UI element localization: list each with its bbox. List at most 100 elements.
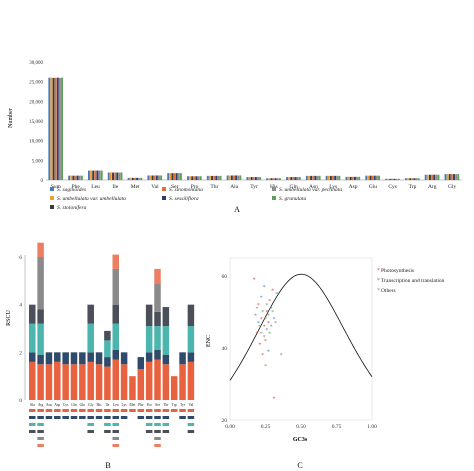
panel-b-codon-marker bbox=[54, 409, 61, 412]
panel-b-bar-segment bbox=[79, 364, 86, 400]
panel-a-x-tick: Gln bbox=[289, 184, 298, 190]
panel-c-point: * bbox=[265, 310, 268, 316]
panel-b-codon-marker bbox=[137, 416, 145, 419]
panel-b-codon-marker bbox=[187, 430, 195, 433]
panel-b-bar-segment bbox=[29, 352, 36, 362]
panel-a-bar bbox=[136, 177, 139, 180]
panel-b-x-tick: Trp bbox=[172, 403, 177, 407]
panel-a-label: A bbox=[234, 205, 240, 214]
panel-c-x-tick: 0.50 bbox=[296, 424, 306, 430]
panel-b-codon-marker bbox=[104, 423, 111, 426]
panel-a-bar bbox=[98, 170, 101, 180]
panel-a-bar bbox=[336, 175, 339, 180]
panel-b-bar-segment bbox=[154, 359, 161, 400]
panel-b-bar-segment bbox=[112, 359, 120, 400]
panel-a-x-tick: Ile bbox=[112, 184, 118, 190]
panel-b-y-tick: 2 bbox=[19, 350, 22, 356]
panel-c-x-tick: 0.00 bbox=[225, 424, 235, 430]
panel-a-bar bbox=[417, 178, 420, 180]
panel-a-x-tick: Ala bbox=[230, 184, 239, 190]
panel-a-x-tick: Asp bbox=[349, 184, 358, 190]
panel-b-label: B bbox=[105, 461, 110, 470]
panel-a-bar bbox=[257, 177, 259, 180]
panel-b-bar-segment bbox=[145, 326, 153, 353]
panel-a-bar bbox=[272, 178, 275, 180]
panel-b-codon-marker bbox=[95, 416, 103, 419]
panel-a-bar bbox=[197, 176, 200, 180]
panel-a-bar bbox=[250, 177, 253, 180]
panel-a-x-tick: Phe bbox=[72, 184, 81, 190]
panel-b-codon-marker bbox=[145, 409, 153, 412]
panel-b-x-tick: Gly bbox=[88, 403, 94, 407]
panel-a-legend-swatch bbox=[162, 187, 166, 191]
panel-b-bar-segment bbox=[37, 257, 44, 310]
panel-a-bar bbox=[129, 177, 132, 180]
panel-b-x-tick: Pro bbox=[147, 403, 152, 407]
panel-c-legend-marker: * bbox=[377, 288, 380, 294]
panel-c-xlabel: GC3s bbox=[293, 437, 308, 443]
panel-a-bar bbox=[424, 174, 427, 180]
panel-b-bar-segment bbox=[187, 361, 195, 400]
panel-a-bar bbox=[217, 175, 220, 180]
panel-b-bar-segment bbox=[145, 361, 153, 400]
panel-a-bar bbox=[290, 177, 293, 180]
panel-c-point: * bbox=[273, 317, 276, 323]
panel-a-bar bbox=[455, 174, 458, 180]
panel-b-codon-marker bbox=[112, 409, 120, 412]
panel-a-bar bbox=[114, 172, 117, 180]
panel-a-bar bbox=[233, 175, 235, 180]
panel-a-bar bbox=[78, 175, 81, 180]
panel-c-legend-marker: * bbox=[377, 278, 380, 284]
panel-c-point: * bbox=[255, 332, 258, 338]
panel-b-bar-segment bbox=[104, 330, 111, 341]
panel-b-bar-segment bbox=[104, 357, 111, 367]
panel-a-bar bbox=[118, 172, 121, 180]
panel-a-x-tick: Trp bbox=[409, 184, 417, 190]
panel-a-bar bbox=[187, 176, 189, 180]
panel-a-bar bbox=[72, 175, 75, 180]
panel-c-y-tick: 60 bbox=[222, 274, 228, 280]
panel-a-bar bbox=[116, 172, 119, 180]
panel-b-x-tick: Lys bbox=[122, 403, 128, 407]
panel-b-codon-marker bbox=[187, 423, 195, 426]
panel-a-x-tick: Lys bbox=[329, 184, 337, 190]
panel-b-bar-segment bbox=[95, 364, 103, 400]
panel-b-codon-marker bbox=[162, 409, 170, 412]
panel-b-bar-segment bbox=[87, 361, 94, 400]
panel-b-bar-segment bbox=[87, 323, 94, 353]
panel-a-y-tick: 10,000 bbox=[29, 140, 43, 145]
panel-b-codon-marker bbox=[154, 423, 161, 426]
panel-a-bar bbox=[70, 175, 73, 180]
panel-a-bar bbox=[433, 174, 436, 180]
panel-a-bar bbox=[314, 175, 317, 180]
panel-a-legend-swatch bbox=[50, 205, 54, 209]
panel-c-point: * bbox=[261, 310, 264, 316]
panel-b-codon-marker bbox=[37, 437, 44, 440]
panel-b-bar-segment bbox=[187, 352, 195, 362]
panel-b-bar-segment bbox=[70, 364, 78, 400]
panel-a-bar bbox=[345, 176, 348, 180]
panel-a-bar bbox=[87, 170, 90, 180]
panel-a-bar bbox=[444, 174, 447, 180]
panel-b-codon-marker bbox=[112, 423, 120, 426]
panel-a-x-tick: Asn bbox=[309, 184, 318, 190]
panel-b-codon-marker bbox=[179, 409, 186, 412]
panel-a-legend-entry: S. sinomontana bbox=[169, 187, 203, 193]
panel-b-bars bbox=[29, 242, 195, 400]
panel-c-point: * bbox=[265, 328, 268, 334]
panel-c-points: ************************************ bbox=[253, 278, 283, 403]
panel-c-point: * bbox=[265, 303, 268, 309]
panel-a-x-tick: Met bbox=[131, 184, 140, 190]
panel-b-bar-segment bbox=[104, 366, 111, 400]
panel-a-legend-entry: S. stolonifera bbox=[57, 204, 87, 211]
panel-a-bar bbox=[347, 176, 350, 180]
panel-b-bar-segment bbox=[112, 254, 120, 269]
panel-c-point: * bbox=[260, 317, 263, 323]
panel-a-bar bbox=[100, 170, 103, 180]
panel-a-bar bbox=[378, 175, 380, 180]
panel-b-bar-segment bbox=[54, 352, 61, 362]
panel-a-legend-swatch bbox=[162, 196, 166, 200]
panel-b-codon-marker bbox=[104, 430, 111, 433]
panel-c-y-tick: 40 bbox=[222, 346, 228, 352]
panel-a-bar bbox=[450, 174, 453, 180]
